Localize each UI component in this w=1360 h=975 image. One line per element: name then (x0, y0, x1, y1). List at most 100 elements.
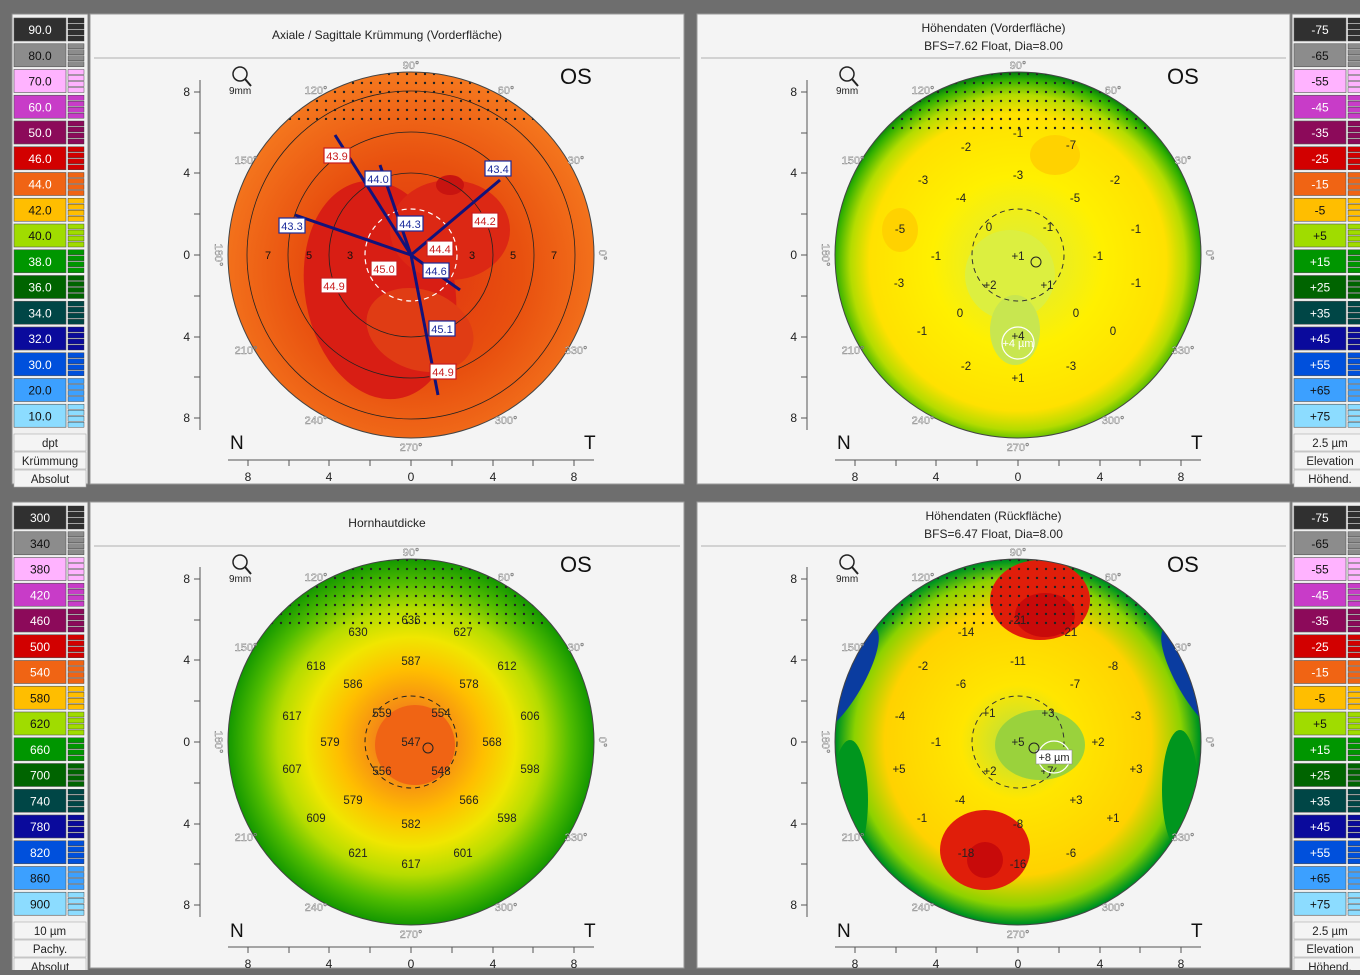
scale-footer-text: Pachy. (33, 944, 67, 956)
scale-footer-cell[interactable] (1293, 921, 1360, 940)
scale-substep (67, 723, 85, 730)
scale-footer-cell[interactable] (1293, 469, 1360, 488)
elevation-value: +1 (1011, 251, 1024, 263)
value-box (396, 215, 424, 232)
scale-footer-text: Höhend. (1308, 962, 1351, 970)
scale-substep (67, 737, 85, 743)
scale-substep (1347, 892, 1360, 898)
elevation-value: -7 (1066, 140, 1076, 152)
elevation-value: -2 (961, 361, 971, 373)
scale-substep (67, 261, 85, 267)
x-tick-label: 8 (571, 470, 578, 484)
angle-label: 270° (400, 442, 423, 454)
scale-footer-cell[interactable] (1293, 451, 1360, 470)
curvature-value: 43.3 (281, 221, 302, 233)
scale-substep (67, 910, 85, 916)
scale-substep (1347, 531, 1360, 537)
scale-substep (67, 120, 85, 127)
map-panel-back[interactable]: Höhendaten (Rückfläche) BFS=6.47 Float, D… (696, 501, 1291, 971)
scale-value: -55 (1311, 563, 1329, 577)
scale-substep (67, 307, 85, 313)
thickness-value: 618 (306, 661, 325, 673)
scale-substep (1347, 326, 1360, 333)
scale-swatch (1293, 788, 1347, 813)
pupil-outline (364, 208, 458, 302)
scale-substep (67, 210, 85, 216)
zoom-magnifier-icon[interactable] (839, 66, 859, 87)
scale-footer-cell[interactable] (13, 939, 87, 958)
scale-substep (1347, 569, 1360, 575)
scale-swatch (13, 326, 67, 351)
scale-footer-cell[interactable] (1293, 433, 1360, 452)
scale-substep (1347, 852, 1360, 858)
scale-substep (1347, 267, 1360, 273)
scale-substep (67, 69, 85, 75)
zoom-magnifier-icon[interactable] (232, 66, 252, 87)
map-panel-axial[interactable]: Axiale / Sagittale Krümmung (Vorderfläch… (89, 13, 685, 485)
scale-swatch (13, 891, 67, 916)
nasal-label: N (837, 433, 851, 454)
scale-substep (67, 698, 85, 704)
y-tick-label: 0 (183, 735, 190, 749)
curvature-value: 44.0 (367, 174, 388, 186)
scale-substep (67, 769, 85, 775)
scale-substep (1347, 138, 1360, 145)
elevation-value: -6 (956, 679, 966, 691)
scale-substep (1347, 807, 1360, 813)
scale-substep (67, 287, 85, 293)
scale-substep (67, 404, 85, 410)
scale-substep (1347, 640, 1360, 646)
scale-footer-cell[interactable] (1293, 939, 1360, 958)
scale-swatch (13, 711, 67, 736)
scale-substep (1347, 795, 1360, 801)
elevation-value: +5 (892, 764, 905, 776)
scale-substep (67, 884, 85, 890)
elevation-value: -1 (917, 813, 927, 825)
scale-footer-cell[interactable] (13, 921, 87, 940)
zoom-magnifier-icon[interactable] (232, 554, 252, 575)
zoom-magnifier-icon[interactable] (839, 554, 859, 575)
scale-swatch (13, 608, 67, 633)
thickness-value: 607 (282, 764, 301, 776)
scale-substep (67, 589, 85, 595)
scale-substep (1347, 858, 1360, 864)
scale-swatch (1293, 814, 1347, 839)
angle-label: 240° (305, 415, 328, 427)
scale-value: +55 (1310, 846, 1331, 860)
curvature-value: 43.9 (326, 151, 347, 163)
angle-label: 210° (842, 345, 865, 357)
value-box (320, 277, 348, 294)
elevation-value: -2 (918, 661, 928, 673)
scale-substep (1347, 301, 1360, 307)
scale-footer-cell[interactable] (13, 433, 87, 452)
scale-substep (1347, 826, 1360, 833)
scale-swatch (1293, 146, 1347, 171)
scale-value: 820 (30, 846, 50, 860)
scale-swatch (13, 866, 67, 890)
scale-substep (67, 319, 85, 325)
x-tick-label: 8 (852, 470, 859, 484)
scale-value: 900 (30, 897, 50, 911)
apex-marker (1030, 256, 1042, 268)
scale-substep (1347, 358, 1360, 364)
scale-swatch (13, 352, 67, 377)
scale-footer-cell[interactable] (13, 451, 87, 470)
scale-substep (1347, 370, 1360, 376)
scale-footer-cell[interactable] (13, 469, 87, 488)
scale-substep (67, 49, 85, 55)
scale-substep (1347, 261, 1360, 267)
map-panel-pachy[interactable]: Hornhautdicke 8 4 0 4 8 8 4 0 4 8 9mm OS N T 90° 60° 30° 0… (89, 501, 685, 971)
scale-swatch (13, 582, 67, 607)
scale-substep (67, 422, 85, 428)
elevation-value: -3 (1066, 361, 1076, 373)
scale-substep (67, 95, 85, 101)
map-border (227, 558, 595, 926)
angle-label: 60° (498, 572, 515, 584)
scale-substep (1347, 563, 1360, 569)
color-region (436, 175, 464, 195)
thickness-value: 598 (520, 764, 539, 776)
map-panel-front[interactable]: Höhendaten (Vorderfläche) BFS=7.62 Float,… (696, 13, 1291, 485)
scale-value: 60.0 (28, 100, 52, 114)
y-tick-label: 8 (790, 572, 797, 586)
x-tick-label: 8 (245, 957, 252, 970)
